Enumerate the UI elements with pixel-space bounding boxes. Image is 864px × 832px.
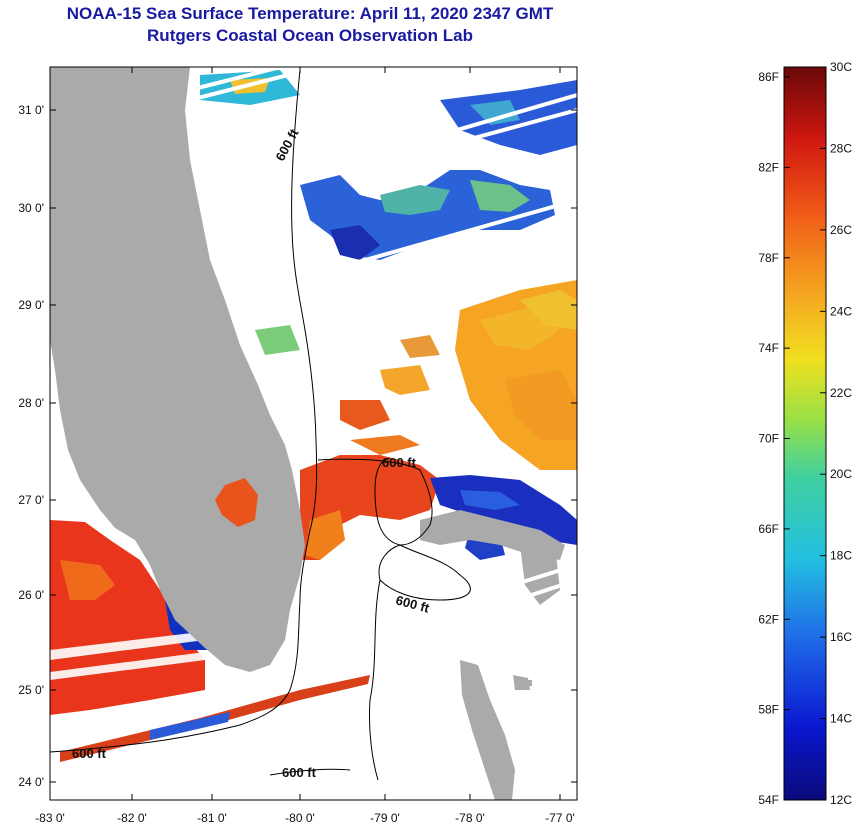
latitude-label: 26 0' xyxy=(18,588,44,602)
latitude-label: 29 0' xyxy=(18,298,44,312)
fahrenheit-label: 74F xyxy=(758,341,779,355)
latitude-label: 24 0' xyxy=(18,775,44,789)
longitude-label: -81 0' xyxy=(197,811,227,825)
map-title: NOAA-15 Sea Surface Temperature: April 1… xyxy=(66,4,554,23)
fahrenheit-label: 62F xyxy=(758,612,779,626)
fahrenheit-label: 82F xyxy=(758,160,779,174)
celsius-label: 24C xyxy=(830,304,852,318)
longitude-label: -78 0' xyxy=(455,811,485,825)
celsius-label: 14C xyxy=(830,712,852,726)
small-islands xyxy=(158,335,532,686)
swath-gap-lines xyxy=(189,67,577,637)
contour-label: 600 ft xyxy=(282,765,317,780)
fahrenheit-label: 78F xyxy=(758,251,779,265)
latitude-label: 28 0' xyxy=(18,396,44,410)
central-sst-patches xyxy=(255,325,440,395)
color-scale-gradient xyxy=(783,66,827,801)
fahrenheit-label: 54F xyxy=(758,793,779,807)
depth-contours xyxy=(50,69,471,781)
latitude-label: 27 0' xyxy=(18,493,44,507)
fahrenheit-scale: 86F 82F 78F 74F 70F 66F 62F 58F 54F xyxy=(758,70,790,807)
fahrenheit-label: 86F xyxy=(758,70,779,84)
latitude-label: 31 0' xyxy=(18,103,44,117)
celsius-label: 12C xyxy=(830,793,852,807)
celsius-label: 16C xyxy=(830,630,852,644)
longitude-axis: -83 0' -82 0' -81 0' -80 0' -79 0' -78 0' -77 … xyxy=(35,67,575,825)
gulf-stream-sst xyxy=(300,400,440,560)
longitude-label: -82 0' xyxy=(117,811,147,825)
celsius-label: 30C xyxy=(830,60,852,74)
latitude-label: 25 0' xyxy=(18,683,44,697)
celsius-label: 28C xyxy=(830,141,852,155)
celsius-label: 18C xyxy=(830,549,852,563)
map-area xyxy=(50,67,577,800)
atlantic-warm-sst xyxy=(455,280,577,470)
longitude-label: -83 0' xyxy=(35,811,65,825)
celsius-label: 20C xyxy=(830,467,852,481)
map-subtitle: Rutgers Coastal Ocean Observation Lab xyxy=(147,26,473,45)
longitude-label: -77 0' xyxy=(545,811,575,825)
latitude-label: 30 0' xyxy=(18,201,44,215)
latitude-axis: 31 0' 30 0' 29 0' 28 0' 27 0' 26 0' 25 0' 24 0' xyxy=(18,103,577,789)
lake-okeechobee xyxy=(215,478,258,527)
contour-label: 600 ft xyxy=(72,746,107,761)
keys-sst-strip xyxy=(60,675,370,762)
longitude-label: -79 0' xyxy=(370,811,400,825)
celsius-label: 22C xyxy=(830,386,852,400)
celsius-scale: 30C 28C 26C 24C 22C 20C 18C 16C 14C 12C xyxy=(820,60,852,807)
fahrenheit-label: 70F xyxy=(758,432,779,446)
longitude-label: -80 0' xyxy=(285,811,315,825)
fahrenheit-label: 58F xyxy=(758,703,779,717)
map-frame xyxy=(49,66,578,801)
contour-label: 600 ft xyxy=(382,455,417,470)
celsius-label: 26C xyxy=(830,223,852,237)
fahrenheit-label: 66F xyxy=(758,522,779,536)
